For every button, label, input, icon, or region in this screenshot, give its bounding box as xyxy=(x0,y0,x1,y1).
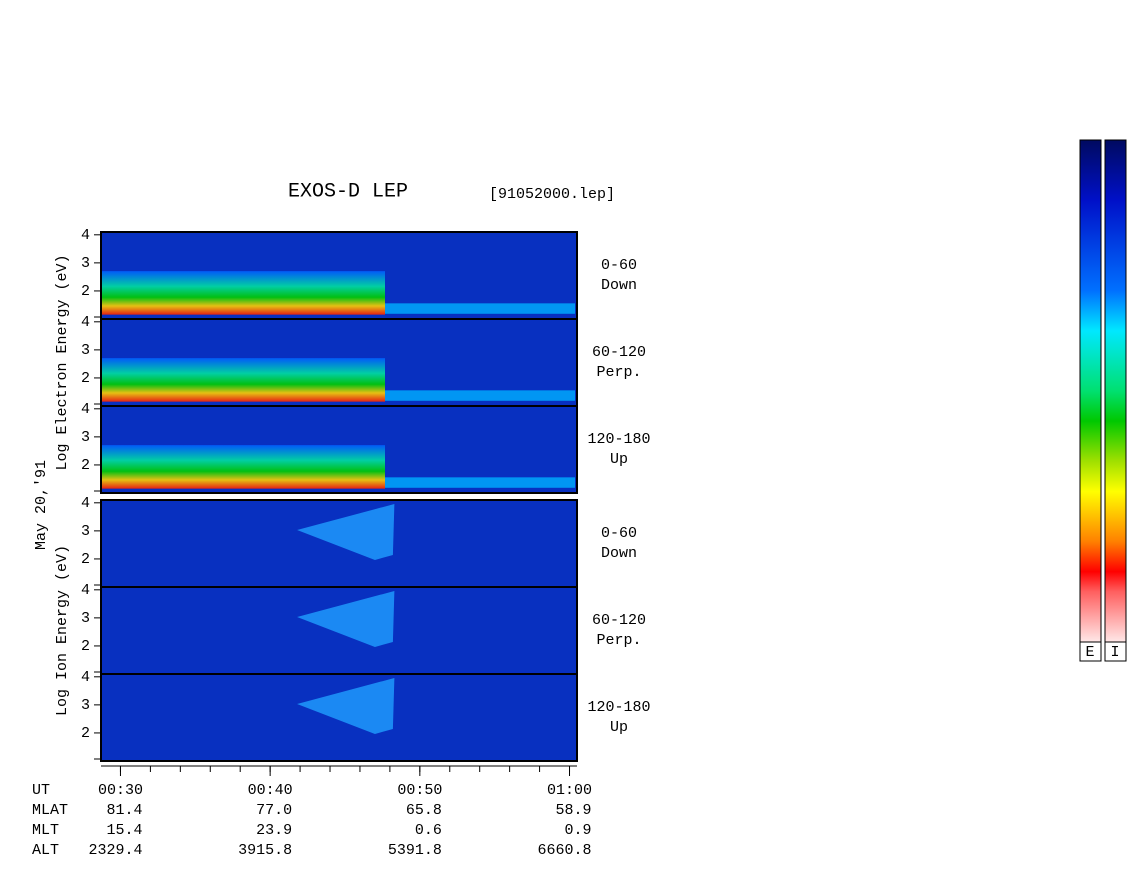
y-tick-label: 3 xyxy=(81,342,90,359)
panel-label: Down xyxy=(601,277,637,294)
x-tick-label: 00:30 xyxy=(98,782,143,799)
spectrogram-feature xyxy=(297,591,395,647)
ephemeris-label: MLAT xyxy=(32,802,68,819)
panel-frame xyxy=(100,405,578,494)
ephemeris-value: 0.9 xyxy=(565,822,592,839)
y-tick-label: 3 xyxy=(81,697,90,714)
colorbar-label: E xyxy=(1085,644,1094,661)
y-tick-label: 2 xyxy=(81,457,90,474)
y-tick-label: 2 xyxy=(81,551,90,568)
ephemeris-value: 15.4 xyxy=(106,822,142,839)
spectrogram-band xyxy=(101,271,385,315)
colorbar-label-box xyxy=(1079,641,1102,662)
file-label: [91052000.lep] xyxy=(489,186,615,203)
panel-label: 0-60 xyxy=(601,525,637,542)
ephemeris-value: 77.0 xyxy=(256,802,292,819)
y-tick-label: 2 xyxy=(81,638,90,655)
x-tick-label: 01:00 xyxy=(547,782,592,799)
y-tick-label: 4 xyxy=(81,582,90,599)
ephemeris-value: 2329.4 xyxy=(88,842,142,859)
panel-label: Perp. xyxy=(596,632,641,649)
colorbar-label: I xyxy=(1110,644,1119,661)
y-axis-label: Log Ion Energy (eV) xyxy=(54,545,71,716)
ephemeris-label: ALT xyxy=(32,842,59,859)
panel-label: 60-120 xyxy=(592,344,646,361)
y-tick-label: 3 xyxy=(81,523,90,540)
panel-label: Down xyxy=(601,545,637,562)
panel-label: 120-180 xyxy=(587,431,650,448)
ephemeris-value: 3915.8 xyxy=(238,842,292,859)
colorbar-label-box xyxy=(1104,641,1127,662)
ephemeris-value: 58.9 xyxy=(556,802,592,819)
spectrogram-band xyxy=(385,303,575,314)
x-tick-label: 00:40 xyxy=(248,782,293,799)
spectrogram-band xyxy=(385,477,575,488)
y-tick-label: 3 xyxy=(81,610,90,627)
y-tick-label: 4 xyxy=(81,669,90,686)
ephemeris-value: 0.6 xyxy=(415,822,442,839)
ephemeris-value: 81.4 xyxy=(106,802,142,819)
y-tick-label: 3 xyxy=(81,429,90,446)
ephemeris-value: 65.8 xyxy=(406,802,442,819)
y-tick-label: 2 xyxy=(81,725,90,742)
spectrogram-band xyxy=(101,358,385,402)
ephemeris-label: UT xyxy=(32,782,50,799)
panel-label: Up xyxy=(610,451,628,468)
ephemeris-value: 5391.8 xyxy=(388,842,442,859)
y-tick-label: 4 xyxy=(81,314,90,331)
y-tick-label: 4 xyxy=(81,227,90,244)
spectrogram-band xyxy=(101,445,385,489)
panel-label: 120-180 xyxy=(587,699,650,716)
ephemeris-label: MLT xyxy=(32,822,59,839)
colorbar xyxy=(1104,139,1127,643)
panel-label: 0-60 xyxy=(601,257,637,274)
spectrogram-band xyxy=(385,390,575,401)
date-label: May 20,'91 xyxy=(33,460,50,550)
spectrogram-feature xyxy=(297,678,395,734)
ephemeris-value: 6660.8 xyxy=(538,842,592,859)
y-tick-label: 2 xyxy=(81,283,90,300)
panel-label: Perp. xyxy=(596,364,641,381)
y-tick-label: 2 xyxy=(81,370,90,387)
y-tick-label: 3 xyxy=(81,255,90,272)
panel-label: 60-120 xyxy=(592,612,646,629)
y-tick-label: 4 xyxy=(81,495,90,512)
colorbar xyxy=(1079,139,1102,643)
y-axis-label: Log Electron Energy (eV) xyxy=(54,254,71,470)
spectrogram-feature xyxy=(297,504,395,560)
y-tick-label: 4 xyxy=(81,401,90,418)
x-tick-label: 00:50 xyxy=(397,782,442,799)
ephemeris-value: 23.9 xyxy=(256,822,292,839)
panel-frame xyxy=(100,673,578,762)
panel-label: Up xyxy=(610,719,628,736)
chart-title: EXOS-D LEP xyxy=(288,180,408,203)
